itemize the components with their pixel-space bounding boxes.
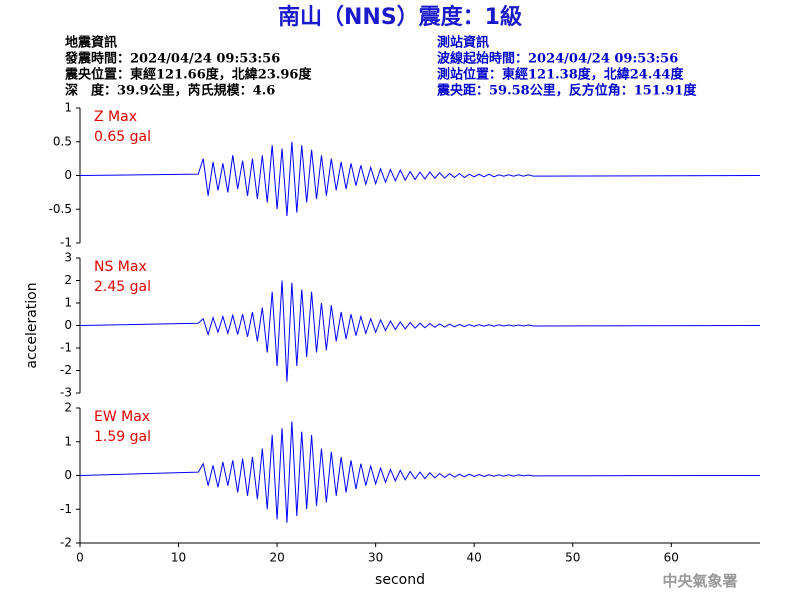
y-tick-label: -1 [60, 341, 72, 355]
y-axis-title: acceleration [24, 282, 40, 368]
panel-max: 2.45 gal [94, 279, 151, 295]
y-tick-label: -1 [60, 236, 72, 250]
x-tick-label: 50 [565, 551, 580, 565]
y-tick-label: 0.5 [53, 134, 72, 148]
y-tick-label: 2 [64, 273, 72, 287]
x-tick-label: 30 [368, 551, 383, 565]
footer: 中央氣象署 [662, 572, 737, 590]
y-tick-label: -1 [60, 502, 72, 516]
event-line: 發震時間：2024/04/24 09:53:56 [64, 51, 280, 67]
panel-max: 0.65 gal [94, 129, 151, 145]
y-tick-label: -2 [60, 363, 72, 377]
panel-label: EW Max [94, 409, 150, 425]
waveform [79, 280, 761, 382]
waveform [79, 421, 761, 523]
station-line: 震央距：59.58公里，反方位角：151.91度 [436, 83, 697, 99]
y-tick-label: 0 [64, 168, 72, 182]
event-line: 深 度：39.9公里，芮氏規模：4.6 [65, 83, 275, 99]
y-tick-label: -0.5 [49, 202, 72, 216]
station-line: 波線起始時間：2024/04/24 09:53:56 [437, 51, 678, 67]
y-tick-label: 0 [64, 318, 72, 332]
x-tick-label: 0 [76, 551, 84, 565]
y-tick-label: 1 [64, 101, 72, 115]
y-tick-label: 3 [64, 251, 72, 265]
x-tick-label: 10 [171, 551, 186, 565]
waveform [79, 141, 761, 217]
y-tick-label: -3 [60, 386, 72, 400]
x-tick-label: 40 [467, 551, 482, 565]
x-tick-label: 20 [269, 551, 284, 565]
station-heading: 測站資訊 [437, 35, 489, 51]
y-tick-label: 2 [64, 401, 72, 415]
x-tick-label: 60 [664, 551, 679, 565]
x-axis-title: second [375, 572, 425, 588]
station-line: 測站位置：東經121.38度，北緯24.44度 [437, 67, 684, 83]
y-tick-label: -2 [60, 536, 72, 550]
panel-label: Z Max [94, 109, 137, 125]
title: 南山（NNS）震度：1級 [278, 4, 522, 30]
y-tick-label: 1 [64, 296, 72, 310]
event-heading: 地震資訊 [65, 35, 117, 51]
panel-label: NS Max [94, 259, 147, 275]
y-tick-label: 1 [64, 434, 72, 448]
panel-max: 1.59 gal [94, 429, 151, 445]
event-line: 震央位置：東經121.66度，北緯23.96度 [64, 67, 312, 83]
y-tick-label: 0 [64, 468, 72, 482]
